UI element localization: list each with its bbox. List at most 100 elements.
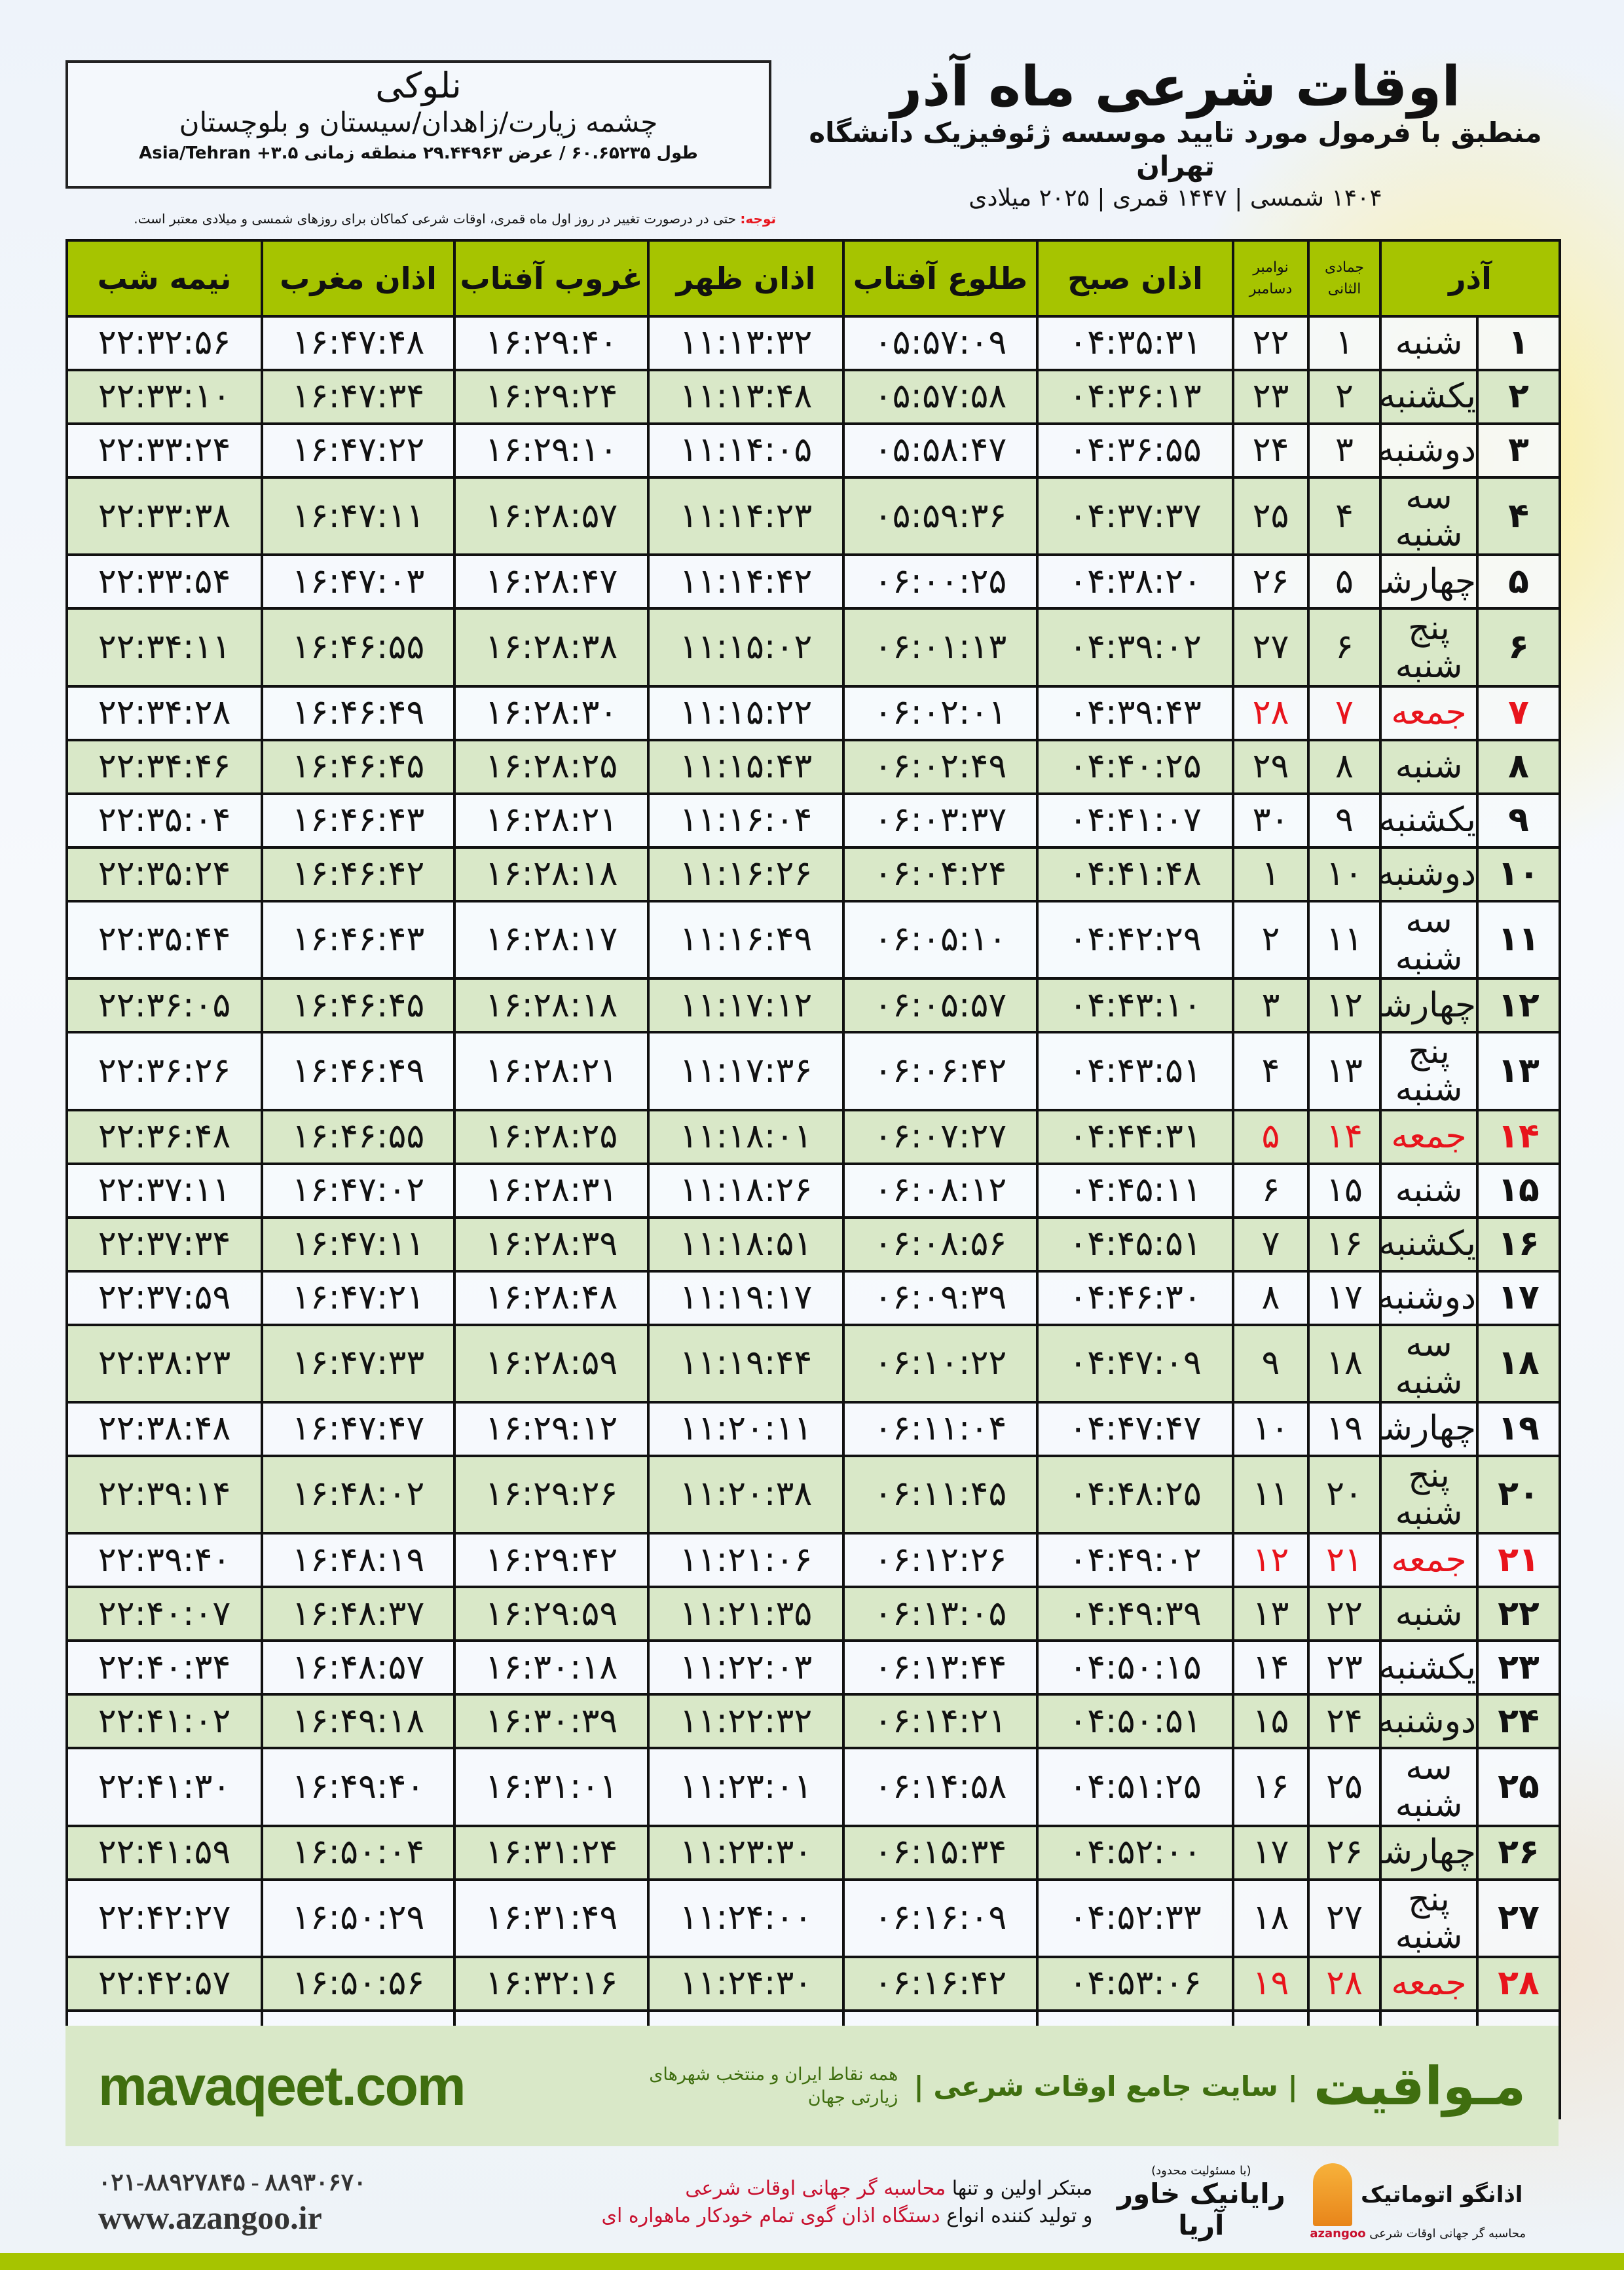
gregorian-day-cell: ۱۶ <box>1232 1747 1310 1827</box>
maghrib-cell: ۱۶:۴۶:۵۵ <box>261 1108 456 1165</box>
dhuhr-cell: ۱۱:۱۷:۳۶ <box>647 1031 845 1111</box>
sunrise-cell: ۰۵:۵۷:۵۸ <box>842 369 1039 425</box>
note-label: توجه: <box>740 211 776 227</box>
gregorian-day-cell: ۱۵ <box>1232 1693 1310 1750</box>
sunset-cell: ۱۶:۳۰:۱۸ <box>453 1639 650 1696</box>
azangoo-website[interactable]: www.azangoo.ir <box>98 2199 322 2236</box>
sunset-cell: ۱۶:۳۰:۳۹ <box>453 1693 650 1750</box>
page-subtitle: منطبق با فرمول مورد تایید موسسه ژئوفیزیک… <box>809 117 1542 182</box>
dhuhr-cell: ۱۱:۱۵:۲۲ <box>647 684 845 741</box>
jumada-day-cell: ۱۳ <box>1307 1031 1382 1111</box>
jumada-day-cell: ۲ <box>1307 369 1382 425</box>
weekday-cell: شنبه <box>1378 1162 1479 1219</box>
mavaqeet-url[interactable]: mavaqeet.com <box>98 2055 466 2117</box>
fajr-cell: ۰۴:۴۰:۲۵ <box>1036 738 1234 795</box>
weekday-cell: چهارشنبه <box>1378 1824 1479 1881</box>
azar-day-cell: ۱۰ <box>1476 846 1562 902</box>
gregorian-day-cell: ۲ <box>1232 899 1310 980</box>
midnight-cell: ۲۲:۳۴:۲۸ <box>65 684 263 741</box>
fajr-cell: ۰۴:۴۲:۲۹ <box>1036 899 1234 980</box>
maghrib-cell: ۱۶:۴۷:۲۱ <box>261 1269 456 1326</box>
sunset-cell: ۱۶:۲۸:۴۷ <box>453 553 650 610</box>
maghrib-cell: ۱۶:۴۷:۳۳ <box>261 1323 456 1404</box>
table-body: ۱ شنبه ۱ ۲۲ ۰۴:۳۵:۳۱ ۰۵:۵۷:۰۹ ۱۱:۱۳:۳۲ ۱۶:۲۹:۴۰… <box>65 315 1562 2119</box>
gregorian-day-cell: ۲۵ <box>1232 475 1310 557</box>
midnight-cell: ۲۲:۳۳:۱۰ <box>65 369 263 425</box>
table-row: ۲ یکشنبه ۲ ۲۳ ۰۴:۳۶:۱۳ ۰۵:۵۷:۵۸ ۱۱:۱۳:۴۸ ۱۶:۲۹:… <box>65 369 1562 425</box>
azangoo-sub: محاسبه گر جهانی اوقات شرعی <box>1369 2226 1526 2241</box>
sunrise-cell: ۰۶:۰۶:۴۲ <box>842 1031 1039 1111</box>
table-row: ۲۸ جمعه ۲۸ ۱۹ ۰۴:۵۳:۰۶ ۰۶:۱۶:۴۲ ۱۱:۲۴:۳۰ ۱۶:۳۲:… <box>65 1956 1562 2012</box>
maghrib-cell: ۱۶:۴۸:۱۹ <box>261 1532 456 1589</box>
table-row: ۲۴ دوشنبه ۲۴ ۱۵ ۰۴:۵۰:۵۱ ۰۶:۱۴:۲۱ ۱۱:۲۲:۳۲ ۱۶:۳… <box>65 1693 1562 1750</box>
sunset-cell: ۱۶:۲۹:۲۴ <box>453 369 650 425</box>
sunset-cell: ۱۶:۳۲:۱۶ <box>453 1956 650 2012</box>
fajr-cell: ۰۴:۴۶:۳۰ <box>1036 1269 1234 1326</box>
col-gregorian: نوامبر دسامبر <box>1232 239 1310 318</box>
fajr-cell: ۰۴:۴۱:۴۸ <box>1036 846 1234 902</box>
azar-day-cell: ۷ <box>1476 684 1562 741</box>
table-row: ۹ یکشنبه ۹ ۳۰ ۰۴:۴۱:۰۷ ۰۶:۰۳:۳۷ ۱۱:۱۶:۰۴ ۱۶:۲۸:… <box>65 792 1562 849</box>
table-row: ۲۶چهارشنبه۲۶۱۷۰۴:۵۲:۰۰۰۶:۱۵:۳۴۱۱:۲۳:۳۰۱۶… <box>65 1824 1562 1881</box>
sunset-cell: ۱۶:۲۹:۱۲ <box>453 1400 650 1457</box>
gregorian-day-cell: ۶ <box>1232 1162 1310 1219</box>
table-row: ۷ جمعه ۷ ۲۸ ۰۴:۳۹:۴۳ ۰۶:۰۲:۰۱ ۱۱:۱۵:۲۲ ۱۶:۲۸:۳۰… <box>65 684 1562 741</box>
dhuhr-cell: ۱۱:۲۴:۳۰ <box>647 1956 845 2012</box>
sunset-cell: ۱۶:۲۸:۲۱ <box>453 792 650 849</box>
midnight-cell: ۲۲:۳۶:۲۶ <box>65 1031 263 1111</box>
jumada-day-cell: ۱۶ <box>1307 1216 1382 1273</box>
col-gregorian-top: نوامبر <box>1253 259 1289 276</box>
sunset-cell: ۱۶:۳۱:۴۹ <box>453 1878 650 1959</box>
table-row: ۸ شنبه ۸ ۲۹ ۰۴:۴۰:۲۵ ۰۶:۰۲:۴۹ ۱۱:۱۵:۴۳ ۱۶:۲۸:۲۵… <box>65 738 1562 795</box>
sunrise-cell: ۰۶:۱۴:۲۱ <box>842 1693 1039 1750</box>
midnight-cell: ۲۲:۳۹:۴۰ <box>65 1532 263 1589</box>
jumada-day-cell: ۱۰ <box>1307 846 1382 902</box>
fajr-cell: ۰۴:۴۷:۴۷ <box>1036 1400 1234 1457</box>
gregorian-day-cell: ۱ <box>1232 846 1310 902</box>
maghrib-cell: ۱۶:۴۶:۴۳ <box>261 899 456 980</box>
mavaqeet-brand: مـواقیت | سایت جامع اوقات شرعی | همه نقا… <box>597 2056 1526 2117</box>
dhuhr-cell: ۱۱:۲۳:۳۰ <box>647 1824 845 1881</box>
gregorian-day-cell: ۹ <box>1232 1323 1310 1404</box>
midnight-cell: ۲۲:۳۸:۲۳ <box>65 1323 263 1404</box>
weekday-cell: جمعه <box>1378 1108 1479 1165</box>
azar-day-cell: ۲۱ <box>1476 1532 1562 1589</box>
promo-line1-a: مبتکر اولین و تنها <box>946 2176 1093 2200</box>
sunrise-cell: ۰۶:۱۵:۳۴ <box>842 1824 1039 1881</box>
fajr-cell: ۰۴:۴۳:۵۱ <box>1036 1031 1234 1111</box>
jumada-day-cell: ۷ <box>1307 684 1382 741</box>
jumada-day-cell: ۲۸ <box>1307 1956 1382 2012</box>
sunrise-cell: ۰۶:۱۶:۰۹ <box>842 1878 1039 1959</box>
dhuhr-cell: ۱۱:۲۰:۱۱ <box>647 1400 845 1457</box>
gregorian-day-cell: ۲۸ <box>1232 684 1310 741</box>
fajr-cell: ۰۴:۴۴:۳۱ <box>1036 1108 1234 1165</box>
maghrib-cell: ۱۶:۴۷:۰۳ <box>261 553 456 610</box>
table-row: ۱۸ سه شنبه ۱۸ ۹ ۰۴:۴۷:۰۹ ۰۶:۱۰:۲۲ ۱۱:۱۹:۴۴ ۱۶:۲… <box>65 1323 1562 1404</box>
dhuhr-cell: ۱۱:۱۸:۰۱ <box>647 1108 845 1165</box>
table-row: ۴ سه شنبه ۴ ۲۵ ۰۴:۳۷:۳۷ ۰۵:۵۹:۳۶ ۱۱:۱۴:۲۳ ۱۶:۲۸… <box>65 475 1562 557</box>
gregorian-day-cell: ۱۰ <box>1232 1400 1310 1457</box>
midnight-cell: ۲۲:۳۳:۲۴ <box>65 422 263 479</box>
dhuhr-cell: ۱۱:۲۲:۰۳ <box>647 1639 845 1696</box>
weekday-cell: پنج شنبه <box>1378 1031 1479 1111</box>
azar-day-cell: ۵ <box>1476 553 1562 610</box>
maghrib-cell: ۱۶:۴۷:۱۱ <box>261 1216 456 1273</box>
azar-day-cell: ۱۱ <box>1476 899 1562 980</box>
fajr-cell: ۰۴:۵۰:۵۱ <box>1036 1693 1234 1750</box>
fajr-cell: ۰۴:۵۱:۲۵ <box>1036 1747 1234 1827</box>
weekday-cell: چهارشنبه <box>1378 553 1479 610</box>
col-dhuhr: اذان ظهر <box>647 239 845 318</box>
sunset-cell: ۱۶:۲۸:۱۸ <box>453 846 650 902</box>
sunset-cell: ۱۶:۲۸:۲۵ <box>453 738 650 795</box>
maghrib-cell: ۱۶:۴۶:۴۹ <box>261 684 456 741</box>
gregorian-day-cell: ۱۴ <box>1232 1639 1310 1696</box>
col-sunrise: طلوع آفتاب <box>842 239 1039 318</box>
azangoo-name: اذانگو اتوماتیک <box>1360 2181 1523 2208</box>
midnight-cell: ۲۲:۳۶:۰۵ <box>65 977 263 1034</box>
gregorian-day-cell: ۲۹ <box>1232 738 1310 795</box>
col-maghrib: اذان مغرب <box>261 239 456 318</box>
sunrise-cell: ۰۶:۱۳:۴۴ <box>842 1639 1039 1696</box>
fajr-cell: ۰۴:۵۲:۰۰ <box>1036 1824 1234 1881</box>
sunrise-cell: ۰۶:۰۸:۱۲ <box>842 1162 1039 1219</box>
sunset-cell: ۱۶:۳۱:۰۱ <box>453 1747 650 1827</box>
